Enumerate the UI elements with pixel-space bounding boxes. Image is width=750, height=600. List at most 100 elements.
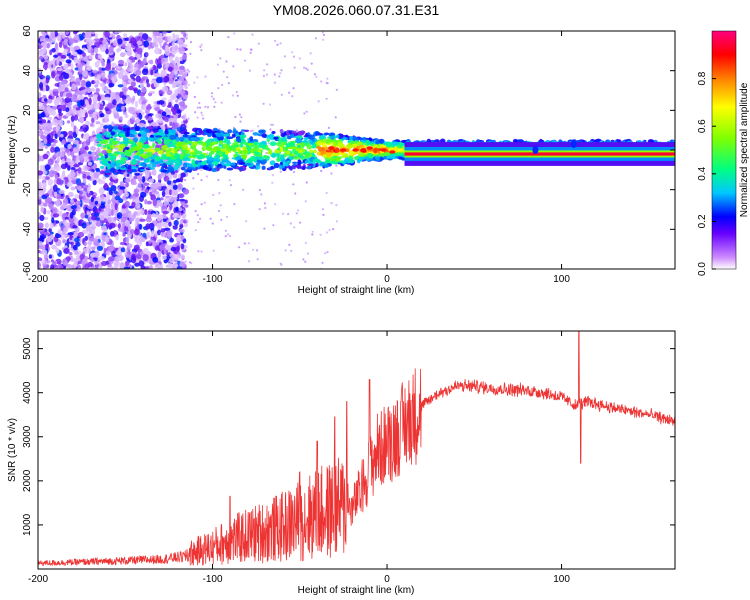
heatmap-cell: [140, 82, 145, 89]
heatmap-cell: [292, 161, 298, 164]
heatmap-cell: [42, 153, 49, 160]
heatmap-cell: [104, 96, 110, 101]
heatmap-cell: [171, 129, 177, 135]
heatmap-cell: [189, 41, 193, 44]
heatmap-cell: [306, 165, 311, 170]
heatmap-cell: [120, 156, 127, 162]
heatmap-cell: [79, 253, 85, 260]
heatmap-cell: [38, 244, 44, 250]
heatmap-cell: [119, 226, 125, 232]
heatmap-cell: [76, 59, 81, 65]
heatmap-cell: [66, 53, 71, 57]
heatmap-cell: [270, 123, 273, 126]
heatmap-cell: [101, 86, 108, 92]
heatmap-cell: [127, 52, 132, 57]
heatmap-cell: [299, 221, 302, 224]
heatmap-cell: [101, 180, 106, 184]
heatmap-cell: [184, 204, 189, 208]
heatmap-cell: [268, 103, 272, 106]
heatmap-cell: [152, 199, 157, 207]
heatmap-cell: [90, 52, 95, 56]
heatmap-cell: [79, 147, 86, 155]
heatmap-cell: [178, 38, 184, 46]
heatmap-cell: [41, 249, 48, 256]
heatmap-cell: [221, 83, 224, 86]
heatmap-cell: [102, 38, 108, 46]
heatmap-cell: [178, 193, 185, 199]
heatmap-cell: [91, 117, 95, 124]
heatmap-cell: [101, 260, 108, 267]
heatmap-cell: [124, 100, 128, 104]
heatmap-cell: [63, 227, 69, 233]
heatmap-cell: [135, 69, 142, 76]
heatmap-cell: [44, 106, 48, 114]
heatmap-cell: [194, 229, 197, 232]
heatmap-cell: [38, 72, 42, 76]
heatmap-cell: [38, 181, 43, 189]
heatmap-cell: [62, 258, 68, 266]
heatmap-cell: [144, 188, 149, 194]
heatmap-cell: [113, 190, 118, 195]
heatmap-cell: [168, 117, 173, 123]
heatmap-cell: [70, 120, 75, 128]
heatmap-cell: [91, 33, 96, 37]
heatmap-cell: [196, 140, 204, 145]
heatmap-cell: [271, 131, 276, 134]
heatmap-cell: [39, 82, 44, 89]
heatmap-cell: [262, 74, 265, 78]
heatmap-cell: [58, 87, 63, 92]
heatmap-cell: [174, 254, 181, 260]
heatmap-cell: [138, 133, 142, 137]
heatmap-cell: [278, 75, 281, 78]
heatmap-cell: [199, 45, 202, 48]
heatmap-cell: [73, 231, 78, 239]
heatmap-cell: [46, 42, 50, 49]
heatmap-cell: [296, 131, 304, 136]
heatmap-cell: [44, 164, 51, 171]
heatmap-cell: [45, 196, 53, 203]
heatmap-cell: [180, 243, 185, 250]
heatmap-cell: [173, 81, 177, 88]
heatmap-cell: [302, 258, 305, 261]
heatmap-cell: [152, 128, 159, 134]
heatmap-cell: [70, 115, 75, 122]
heatmap-cell: [231, 94, 235, 97]
heatmap-cell: [88, 44, 92, 51]
heatmap-cell: [60, 58, 65, 62]
heatmap-cell: [145, 114, 149, 120]
heatmap-cell: [205, 128, 213, 134]
heatmap-cell: [141, 33, 149, 41]
heatmap-cell: [65, 59, 72, 64]
heatmap-cell: [109, 162, 116, 168]
heatmap-cell: [111, 95, 115, 100]
heatmap-cell: [168, 147, 173, 151]
heatmap-cell: [46, 210, 51, 215]
heatmap-cell: [83, 140, 87, 147]
heatmap-cell: [220, 218, 223, 221]
heatmap-cell: [90, 122, 94, 127]
heatmap-cell: [172, 184, 178, 190]
heatmap-cell: [276, 43, 279, 46]
heatmap-cell: [94, 252, 99, 258]
heatmap-cell: [239, 48, 242, 51]
heatmap-cell: [50, 38, 56, 43]
heatmap-cell: [267, 142, 270, 145]
heatmap-cell: [169, 189, 172, 196]
heatmap-cell: [125, 260, 130, 267]
heatmap-cell: [165, 243, 170, 251]
heatmap-cell: [100, 193, 104, 201]
heatmap-cell: [191, 141, 198, 147]
heatmap-cell: [107, 263, 112, 268]
heatmap-cell: [97, 54, 103, 60]
heatmap-cell: [110, 209, 115, 216]
heatmap-cell: [72, 146, 80, 154]
heatmap-cell: [45, 85, 50, 92]
heatmap-cell: [312, 143, 317, 149]
heatmap-cell: [273, 162, 280, 169]
heatmap-cell: [170, 71, 175, 77]
heatmap-cell: [111, 78, 116, 82]
heatmap-cell: [133, 211, 138, 216]
heatmap-cell: [137, 65, 142, 70]
heatmap-cell: [154, 47, 161, 55]
